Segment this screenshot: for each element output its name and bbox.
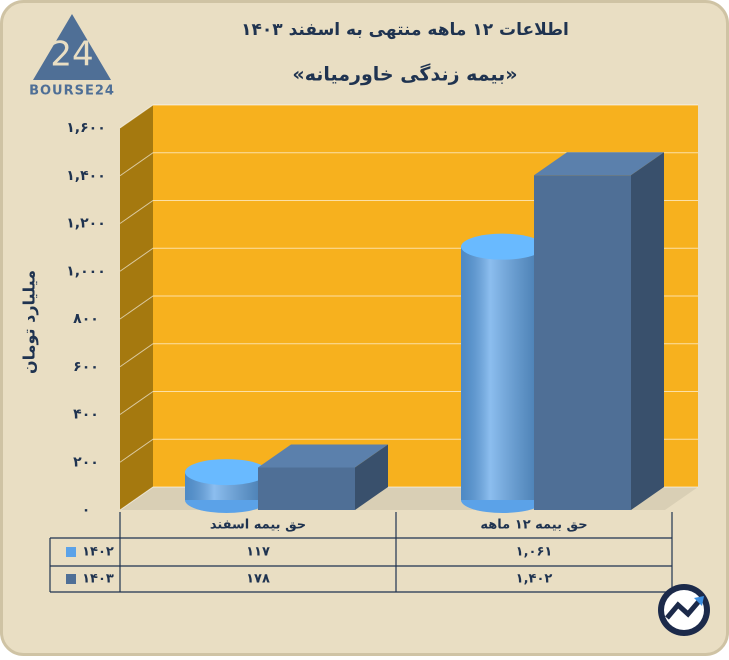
bar (258, 467, 355, 510)
legend-label: ۱۴۰۳ (82, 572, 114, 587)
value-label: ۱۱۷ (246, 545, 270, 560)
bar-top (258, 444, 388, 468)
y-tick-label: ۲۰۰ (73, 454, 99, 470)
logo: 24 BOURSE24 (29, 14, 115, 99)
grid-line (119, 200, 698, 224)
bar (534, 175, 631, 510)
site-icon (658, 584, 710, 636)
grid-line (119, 104, 698, 129)
bar-side (355, 444, 388, 510)
y-tick-label: ۶۰۰ (73, 359, 99, 375)
y-tick-label: ۰ (82, 502, 91, 518)
bar-side (631, 152, 664, 510)
y-tick-label: ۱,۶۰۰ (66, 120, 106, 136)
legend-swatch (66, 547, 76, 557)
value-label: ۱,۴۰۲ (516, 572, 553, 587)
bar-top (185, 459, 268, 486)
value-label: ۱,۰۶۱ (516, 545, 553, 560)
bar-shading (461, 246, 544, 500)
category-label: حق بیمه ۱۲ ماهه (480, 518, 587, 533)
chart-title: اطلاعات ۱۲ ماهه منتهی به اسفند ۱۴۰۳ (241, 20, 569, 40)
y-axis-label: میلیارد تومان (20, 270, 39, 374)
y-tick-label: ۱,۰۰۰ (66, 263, 106, 279)
logo-mark: 24 (50, 35, 93, 75)
grid-line (119, 152, 698, 177)
legend-swatch (66, 574, 76, 584)
y-tick-label: ۸۰۰ (73, 311, 99, 327)
category-label: حق بیمه اسفند (210, 518, 306, 533)
y-tick-label: ۴۰۰ (73, 407, 99, 423)
bar-top (461, 233, 544, 260)
legend-label: ۱۴۰۲ (82, 545, 114, 560)
y-tick-label: ۱,۴۰۰ (66, 168, 106, 184)
bar-top (534, 152, 664, 176)
chart-subtitle: «بیمه زندگی خاورمیانه» (292, 63, 517, 86)
logo-text: BOURSE24 (29, 84, 115, 99)
value-label: ۱۷۸ (246, 572, 270, 587)
y-tick-label: ۱,۲۰۰ (66, 216, 106, 232)
data-table: حق بیمه اسفند حق بیمه ۱۲ ماهه ۱۴۰۲ ۱۱۷ ۱,۰۶۱… (49, 512, 673, 593)
